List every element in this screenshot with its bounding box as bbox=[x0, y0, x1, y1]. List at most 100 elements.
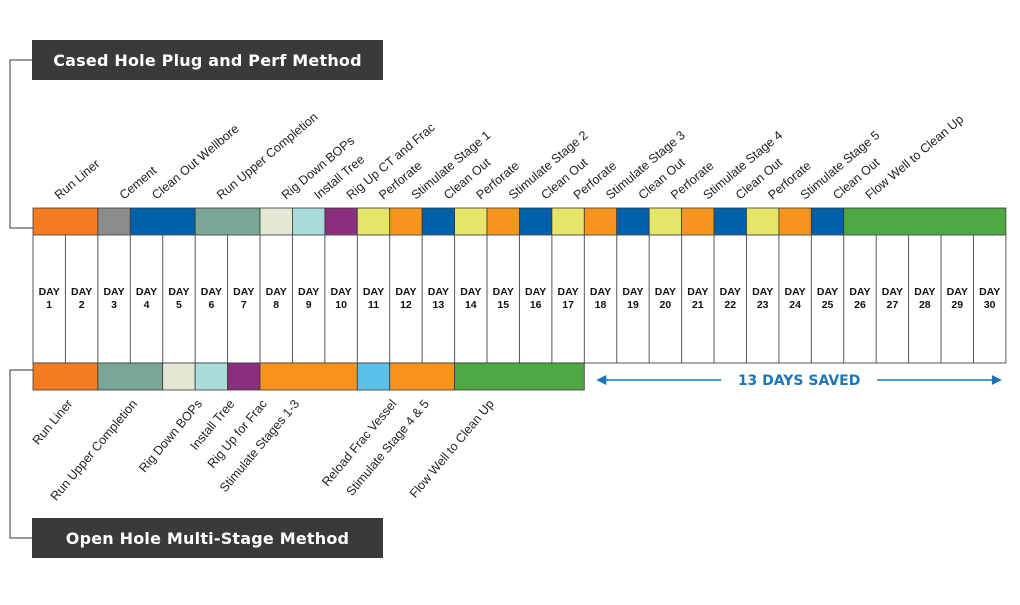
top-task-bar bbox=[713, 207, 747, 236]
bottom-task-bar bbox=[259, 362, 358, 391]
day-number: 24 bbox=[789, 299, 801, 311]
top-task-bar bbox=[356, 207, 391, 236]
bottom-task-bar bbox=[32, 362, 99, 391]
day-label: DAY 14 bbox=[460, 286, 481, 311]
day-prefix: DAY bbox=[752, 286, 773, 298]
top-task-bar bbox=[194, 207, 261, 236]
day-prefix: DAY bbox=[136, 286, 157, 298]
day-number: 11 bbox=[368, 299, 379, 311]
day-number: 1 bbox=[46, 299, 52, 311]
day-prefix: DAY bbox=[557, 286, 578, 298]
day-number: 25 bbox=[822, 299, 834, 311]
top-task-bar bbox=[810, 207, 845, 236]
day-label: DAY 4 bbox=[136, 286, 157, 311]
day-label: DAY 15 bbox=[493, 286, 514, 311]
day-number: 26 bbox=[854, 299, 866, 311]
day-label: DAY 2 bbox=[71, 286, 92, 311]
bottom-task-bar bbox=[97, 362, 164, 391]
day-label: DAY 19 bbox=[622, 286, 643, 311]
top-task-bar bbox=[292, 207, 326, 236]
day-number: 8 bbox=[273, 299, 279, 311]
day-label: DAY 5 bbox=[168, 286, 189, 311]
day-label: DAY 25 bbox=[817, 286, 838, 311]
day-number: 4 bbox=[144, 299, 150, 311]
top-task-bar bbox=[583, 207, 618, 236]
day-label: DAY 30 bbox=[979, 286, 1000, 311]
day-label: DAY 7 bbox=[233, 286, 254, 311]
day-prefix: DAY bbox=[168, 286, 189, 298]
bottom-task-bar bbox=[227, 362, 261, 391]
day-prefix: DAY bbox=[882, 286, 903, 298]
bottom-task-bar bbox=[194, 362, 228, 391]
day-label: DAY 11 bbox=[363, 286, 384, 311]
day-label: DAY 21 bbox=[687, 286, 708, 311]
day-prefix: DAY bbox=[460, 286, 481, 298]
top-task-bar bbox=[843, 207, 1007, 236]
top-task-bar bbox=[421, 207, 455, 236]
day-number: 15 bbox=[497, 299, 509, 311]
day-number: 27 bbox=[887, 299, 899, 311]
day-prefix: DAY bbox=[233, 286, 254, 298]
top-task-bar bbox=[486, 207, 520, 236]
day-label: DAY 24 bbox=[784, 286, 805, 311]
day-prefix: DAY bbox=[914, 286, 935, 298]
day-number: 10 bbox=[335, 299, 347, 311]
top-task-bar bbox=[746, 207, 780, 236]
day-label: DAY 29 bbox=[947, 286, 968, 311]
day-number: 19 bbox=[627, 299, 639, 311]
savings-arrowhead-left bbox=[596, 375, 607, 385]
day-label: DAY 27 bbox=[882, 286, 903, 311]
savings-label: 13 DAYS SAVED bbox=[738, 373, 861, 389]
top-task-label: Run Liner bbox=[52, 157, 103, 203]
day-label: DAY 8 bbox=[266, 286, 287, 311]
day-number: 3 bbox=[111, 299, 117, 311]
day-label: DAY 3 bbox=[103, 286, 124, 311]
top-task-bar bbox=[97, 207, 131, 236]
day-number: 28 bbox=[919, 299, 931, 311]
day-label: DAY 22 bbox=[720, 286, 741, 311]
bottom-task-bar bbox=[454, 362, 585, 391]
day-prefix: DAY bbox=[201, 286, 222, 298]
day-number: 30 bbox=[984, 299, 996, 311]
day-number: 17 bbox=[562, 299, 574, 311]
bottom-task-label: Run Liner bbox=[30, 397, 76, 448]
day-number: 18 bbox=[595, 299, 607, 311]
day-number: 6 bbox=[208, 299, 214, 311]
top-task-bar bbox=[616, 207, 650, 236]
day-label: DAY 10 bbox=[330, 286, 351, 311]
day-prefix: DAY bbox=[947, 286, 968, 298]
top-task-bar bbox=[551, 207, 585, 236]
bottom-bracket-line bbox=[9, 369, 33, 539]
day-prefix: DAY bbox=[330, 286, 351, 298]
day-number: 23 bbox=[757, 299, 769, 311]
top-task-bar bbox=[648, 207, 682, 236]
day-prefix: DAY bbox=[655, 286, 676, 298]
day-prefix: DAY bbox=[849, 286, 870, 298]
day-prefix: DAY bbox=[395, 286, 416, 298]
top-task-bar bbox=[32, 207, 99, 236]
top-task-label: Flow Well to Clean Up bbox=[863, 112, 967, 202]
day-number: 9 bbox=[306, 299, 312, 311]
day-label: DAY 9 bbox=[298, 286, 319, 311]
day-number: 22 bbox=[724, 299, 736, 311]
day-number: 16 bbox=[530, 299, 542, 311]
day-number: 20 bbox=[660, 299, 672, 311]
day-prefix: DAY bbox=[298, 286, 319, 298]
bottom-task-bar bbox=[162, 362, 196, 391]
day-prefix: DAY bbox=[590, 286, 611, 298]
day-label: DAY 17 bbox=[557, 286, 578, 311]
day-label: DAY 18 bbox=[590, 286, 611, 311]
day-number: 21 bbox=[692, 299, 704, 311]
top-task-bar bbox=[324, 207, 358, 236]
top-method-title: Cased Hole Plug and Perf Method bbox=[32, 40, 383, 80]
day-prefix: DAY bbox=[39, 286, 60, 298]
day-number: 7 bbox=[241, 299, 247, 311]
day-label: DAY 13 bbox=[428, 286, 449, 311]
day-label: DAY 1 bbox=[39, 286, 60, 311]
day-number: 12 bbox=[400, 299, 412, 311]
top-bracket-line bbox=[9, 59, 33, 229]
day-prefix: DAY bbox=[363, 286, 384, 298]
day-label: DAY 20 bbox=[655, 286, 676, 311]
